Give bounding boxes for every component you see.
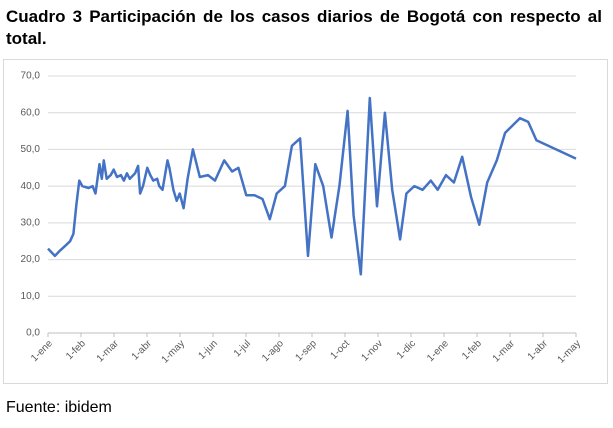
x-tick-label: 1-nov: [360, 338, 385, 363]
y-tick-label: 60,0: [21, 107, 41, 118]
x-tick-label: 1-abr: [130, 338, 155, 363]
x-tick-label: 1-ene: [29, 338, 55, 364]
y-tick-label: 40,0: [21, 181, 41, 192]
y-tick-label: 20,0: [21, 254, 41, 265]
x-tick-label: 1-feb: [64, 338, 88, 362]
source-note: Fuente: ibidem: [6, 399, 112, 416]
chart-title: Cuadro 3 Participación de los casos diar…: [6, 7, 602, 48]
y-tick-label: 10,0: [21, 291, 41, 302]
x-tick-label: 1-ene: [425, 338, 451, 364]
x-tick-label: 1-abr: [526, 338, 551, 363]
y-tick-label: 0,0: [26, 328, 40, 339]
chart-border: [3, 59, 608, 384]
x-tick-label: 1-may: [160, 338, 187, 365]
x-tick-label: 1-mar: [95, 338, 122, 365]
x-tick-label: 1-feb: [460, 338, 484, 362]
x-tick-label: 1-oct: [328, 338, 352, 362]
y-tick-label: 30,0: [21, 217, 41, 228]
x-tick-label: 1-jul: [232, 338, 253, 359]
data-line: [47, 96, 577, 276]
x-tick-label: 1-mar: [491, 338, 518, 365]
x-tick-label: 1-may: [556, 338, 583, 365]
y-tick-label: 70,0: [21, 71, 41, 82]
x-tick-label: 1-jun: [196, 338, 220, 362]
x-tick-label: 1-sep: [294, 338, 320, 364]
y-tick-label: 50,0: [21, 144, 41, 155]
x-tick-label: 1-ago: [260, 338, 286, 364]
x-tick-label: 1-dic: [395, 338, 418, 361]
